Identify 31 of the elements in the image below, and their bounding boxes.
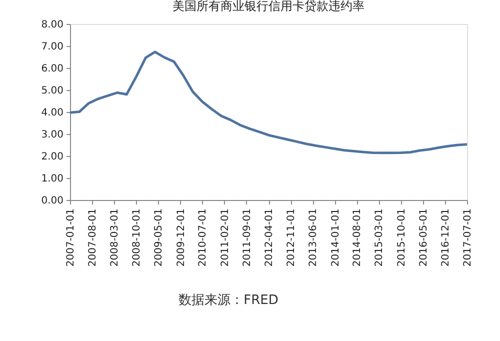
- x-tick-label: 2012-11-01: [286, 208, 298, 267]
- y-tick-label: 6.00: [41, 64, 64, 74]
- x-tick-label: 2007-08-01: [87, 208, 98, 267]
- x-tick-label: 2015-03-01: [374, 208, 386, 267]
- y-tick-label: 4.00: [41, 108, 64, 118]
- y-tick-label: 3.00: [41, 130, 64, 140]
- x-tick-label: 2008-03-01: [110, 208, 121, 267]
- y-tick-label: 0.00: [41, 196, 64, 206]
- x-tick-label: 2009-05-01: [154, 208, 165, 267]
- x-tick-label: 2013-06-01: [308, 208, 320, 267]
- x-tick-label: 2011-02-01: [220, 208, 231, 267]
- x-tick-label: 2012-04-01: [264, 208, 275, 267]
- x-tick-label: 2009-12-01: [176, 208, 187, 267]
- line-series: [68, 50, 468, 154]
- x-tick-label: 2008-10-01: [132, 208, 143, 267]
- y-tick-label: 5.00: [41, 86, 64, 96]
- x-tick-label: 2015-10-01: [396, 208, 408, 267]
- y-tick-label: 1.00: [41, 174, 64, 184]
- x-tick-label: 2016-05-01: [418, 208, 430, 267]
- chart-title: 美国所有商业银行信用卡贷款违约率: [172, 0, 364, 13]
- x-tick-label: 2010-07-01: [198, 208, 209, 267]
- source-note: 数据来源：FRED: [178, 293, 278, 308]
- y-tick-label: 2.00: [41, 152, 64, 162]
- y-tick-label: 7.00: [41, 42, 64, 52]
- x-tick-label: 2011-09-01: [242, 208, 253, 267]
- y-tick-label: 8.00: [41, 20, 64, 30]
- x-tick-label: 2014-08-01: [352, 208, 364, 267]
- x-tick-label: 2017-07-01: [462, 208, 474, 267]
- x-tick-label: 2007-01-01: [66, 208, 76, 267]
- x-tick-label: 2016-12-01: [440, 208, 452, 267]
- x-tick-label: 2014-01-01: [330, 208, 342, 267]
